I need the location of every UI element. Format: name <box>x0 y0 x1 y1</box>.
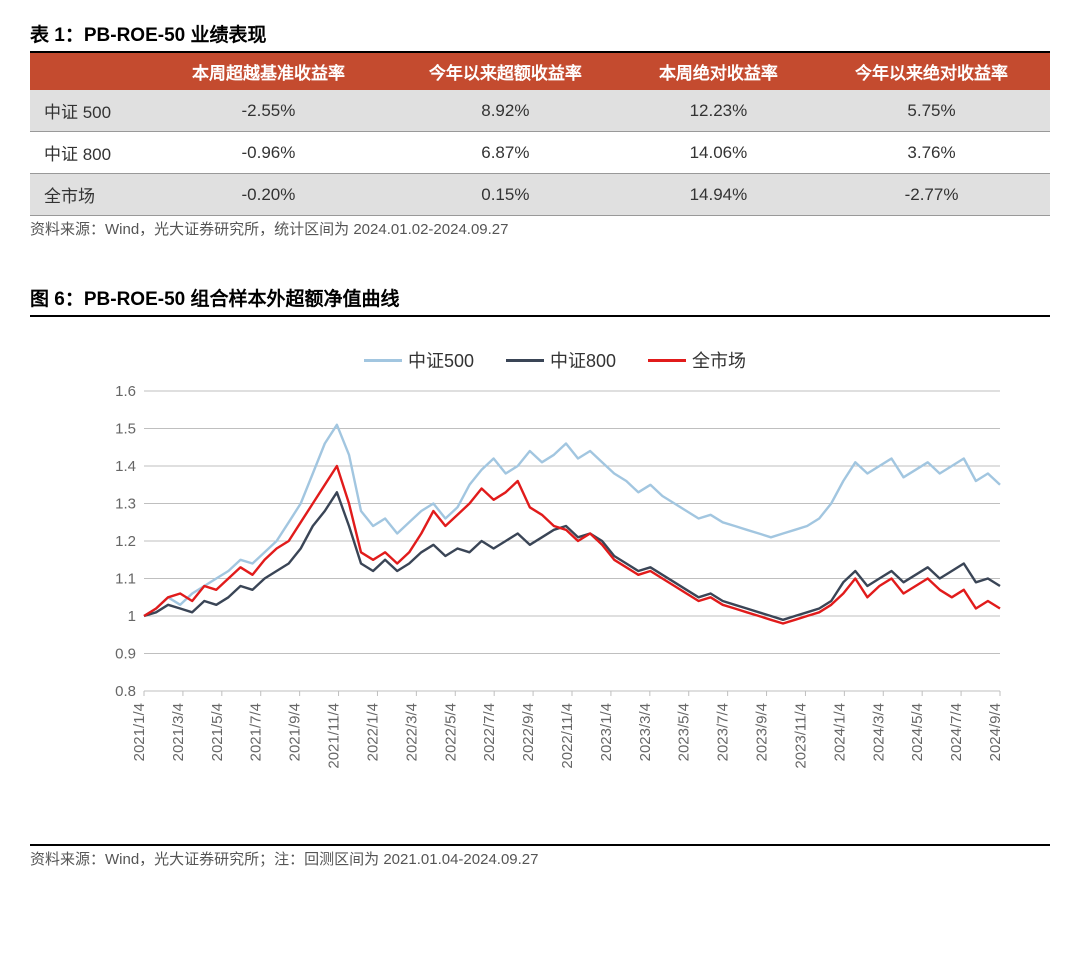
series-line <box>144 492 1000 620</box>
chart-legend: 中证500 中证800 全市场 <box>90 347 1020 373</box>
col-header <box>30 53 150 90</box>
x-tick-label: 2021/11/4 <box>326 703 343 769</box>
chart-divider <box>30 844 1050 846</box>
cell-value: 6.87% <box>387 132 624 174</box>
cell-value: 3.76% <box>813 132 1050 174</box>
x-tick-label: 2022/7/4 <box>481 703 498 761</box>
cell-value: 8.92% <box>387 90 624 132</box>
col-header: 今年以来绝对收益率 <box>813 53 1050 90</box>
table-row: 全市场-0.20%0.15%14.94%-2.77% <box>30 174 1050 216</box>
x-tick-label: 2024/3/4 <box>870 703 887 761</box>
y-tick-label: 1.6 <box>115 383 136 400</box>
x-tick-label: 2024/7/4 <box>948 703 965 761</box>
y-tick-label: 1.2 <box>115 533 136 550</box>
cell-value: -0.20% <box>150 174 387 216</box>
x-tick-label: 2021/7/4 <box>248 703 265 761</box>
legend-swatch <box>506 359 544 362</box>
cell-value: -2.77% <box>813 174 1050 216</box>
x-tick-label: 2022/1/4 <box>364 703 381 761</box>
x-tick-label: 2023/11/4 <box>792 703 809 769</box>
x-tick-label: 2021/3/4 <box>170 703 187 761</box>
cell-value: 0.15% <box>387 174 624 216</box>
cell-value: 14.94% <box>624 174 813 216</box>
chart-section: 图 6：PB-ROE-50 组合样本外超额净值曲线 中证500 中证800 全市场 … <box>30 284 1050 869</box>
cell-value: -2.55% <box>150 90 387 132</box>
x-tick-label: 2024/1/4 <box>831 703 848 761</box>
y-tick-label: 0.9 <box>115 646 136 663</box>
x-tick-label: 2024/9/4 <box>987 703 1004 761</box>
chart-container: 中证500 中证800 全市场 0.8 0.9 1 1.1 1.2 1.3 1.4 1.5 1.6 2… <box>30 347 1050 816</box>
table-source: 资料来源：Wind，光大证券研究所，统计区间为 2024.01.02-2024.… <box>30 218 1050 239</box>
row-label: 中证 500 <box>30 90 150 132</box>
y-tick-label: 1.4 <box>115 458 136 475</box>
table-section: 表 1：PB-ROE-50 业绩表现 本周超越基准收益率 今年以来超额收益率 本… <box>30 20 1050 239</box>
legend-swatch <box>648 359 686 362</box>
col-header: 本周绝对收益率 <box>624 53 813 90</box>
y-tick-label: 1.1 <box>115 571 136 588</box>
cell-value: 5.75% <box>813 90 1050 132</box>
legend-item: 中证500 <box>364 347 474 373</box>
cell-value: 14.06% <box>624 132 813 174</box>
chart-source: 资料来源：Wind，光大证券研究所；注：回测区间为 2021.01.04-202… <box>30 848 1050 869</box>
x-tick-label: 2023/9/4 <box>754 703 771 761</box>
x-tick-label: 2021/9/4 <box>287 703 304 761</box>
series-line <box>144 425 1000 616</box>
col-header: 本周超越基准收益率 <box>150 53 387 90</box>
legend-label: 中证500 <box>408 347 474 373</box>
cell-value: 12.23% <box>624 90 813 132</box>
legend-label: 全市场 <box>692 347 746 373</box>
performance-table: 本周超越基准收益率 今年以来超额收益率 本周绝对收益率 今年以来绝对收益率 中证… <box>30 53 1050 216</box>
chart-title: 图 6：PB-ROE-50 组合样本外超额净值曲线 <box>30 284 1050 317</box>
x-tick-label: 2022/5/4 <box>442 703 459 761</box>
y-tick-label: 0.8 <box>115 683 136 700</box>
x-tick-label: 2021/1/4 <box>131 703 148 761</box>
y-tick-label: 1.3 <box>115 496 136 513</box>
table-row: 中证 800-0.96%6.87%14.06%3.76% <box>30 132 1050 174</box>
x-tick-label: 2022/3/4 <box>403 703 420 761</box>
x-tick-label: 2024/5/4 <box>909 703 926 761</box>
col-header: 今年以来超额收益率 <box>387 53 624 90</box>
cell-value: -0.96% <box>150 132 387 174</box>
x-tick-label: 2022/9/4 <box>520 703 537 761</box>
legend-item: 中证800 <box>506 347 616 373</box>
table-row: 中证 500-2.55%8.92%12.23%5.75% <box>30 90 1050 132</box>
x-tick-label: 2021/5/4 <box>209 703 226 761</box>
x-tick-label: 2023/7/4 <box>715 703 732 761</box>
legend-swatch <box>364 359 402 362</box>
table-header-row: 本周超越基准收益率 今年以来超额收益率 本周绝对收益率 今年以来绝对收益率 <box>30 53 1050 90</box>
x-tick-label: 2023/5/4 <box>676 703 693 761</box>
x-tick-label: 2023/1/4 <box>598 703 615 761</box>
line-chart: 0.8 0.9 1 1.1 1.2 1.3 1.4 1.5 1.6 2021/1/4 2021/3/… <box>90 381 1010 801</box>
row-label: 中证 800 <box>30 132 150 174</box>
y-tick-label: 1 <box>128 608 136 625</box>
legend-label: 中证800 <box>550 347 616 373</box>
legend-item: 全市场 <box>648 347 746 373</box>
table-title: 表 1：PB-ROE-50 业绩表现 <box>30 20 1050 53</box>
x-tick-label: 2022/11/4 <box>559 703 576 769</box>
y-tick-label: 1.5 <box>115 421 136 438</box>
row-label: 全市场 <box>30 174 150 216</box>
x-tick-label: 2023/3/4 <box>637 703 654 761</box>
